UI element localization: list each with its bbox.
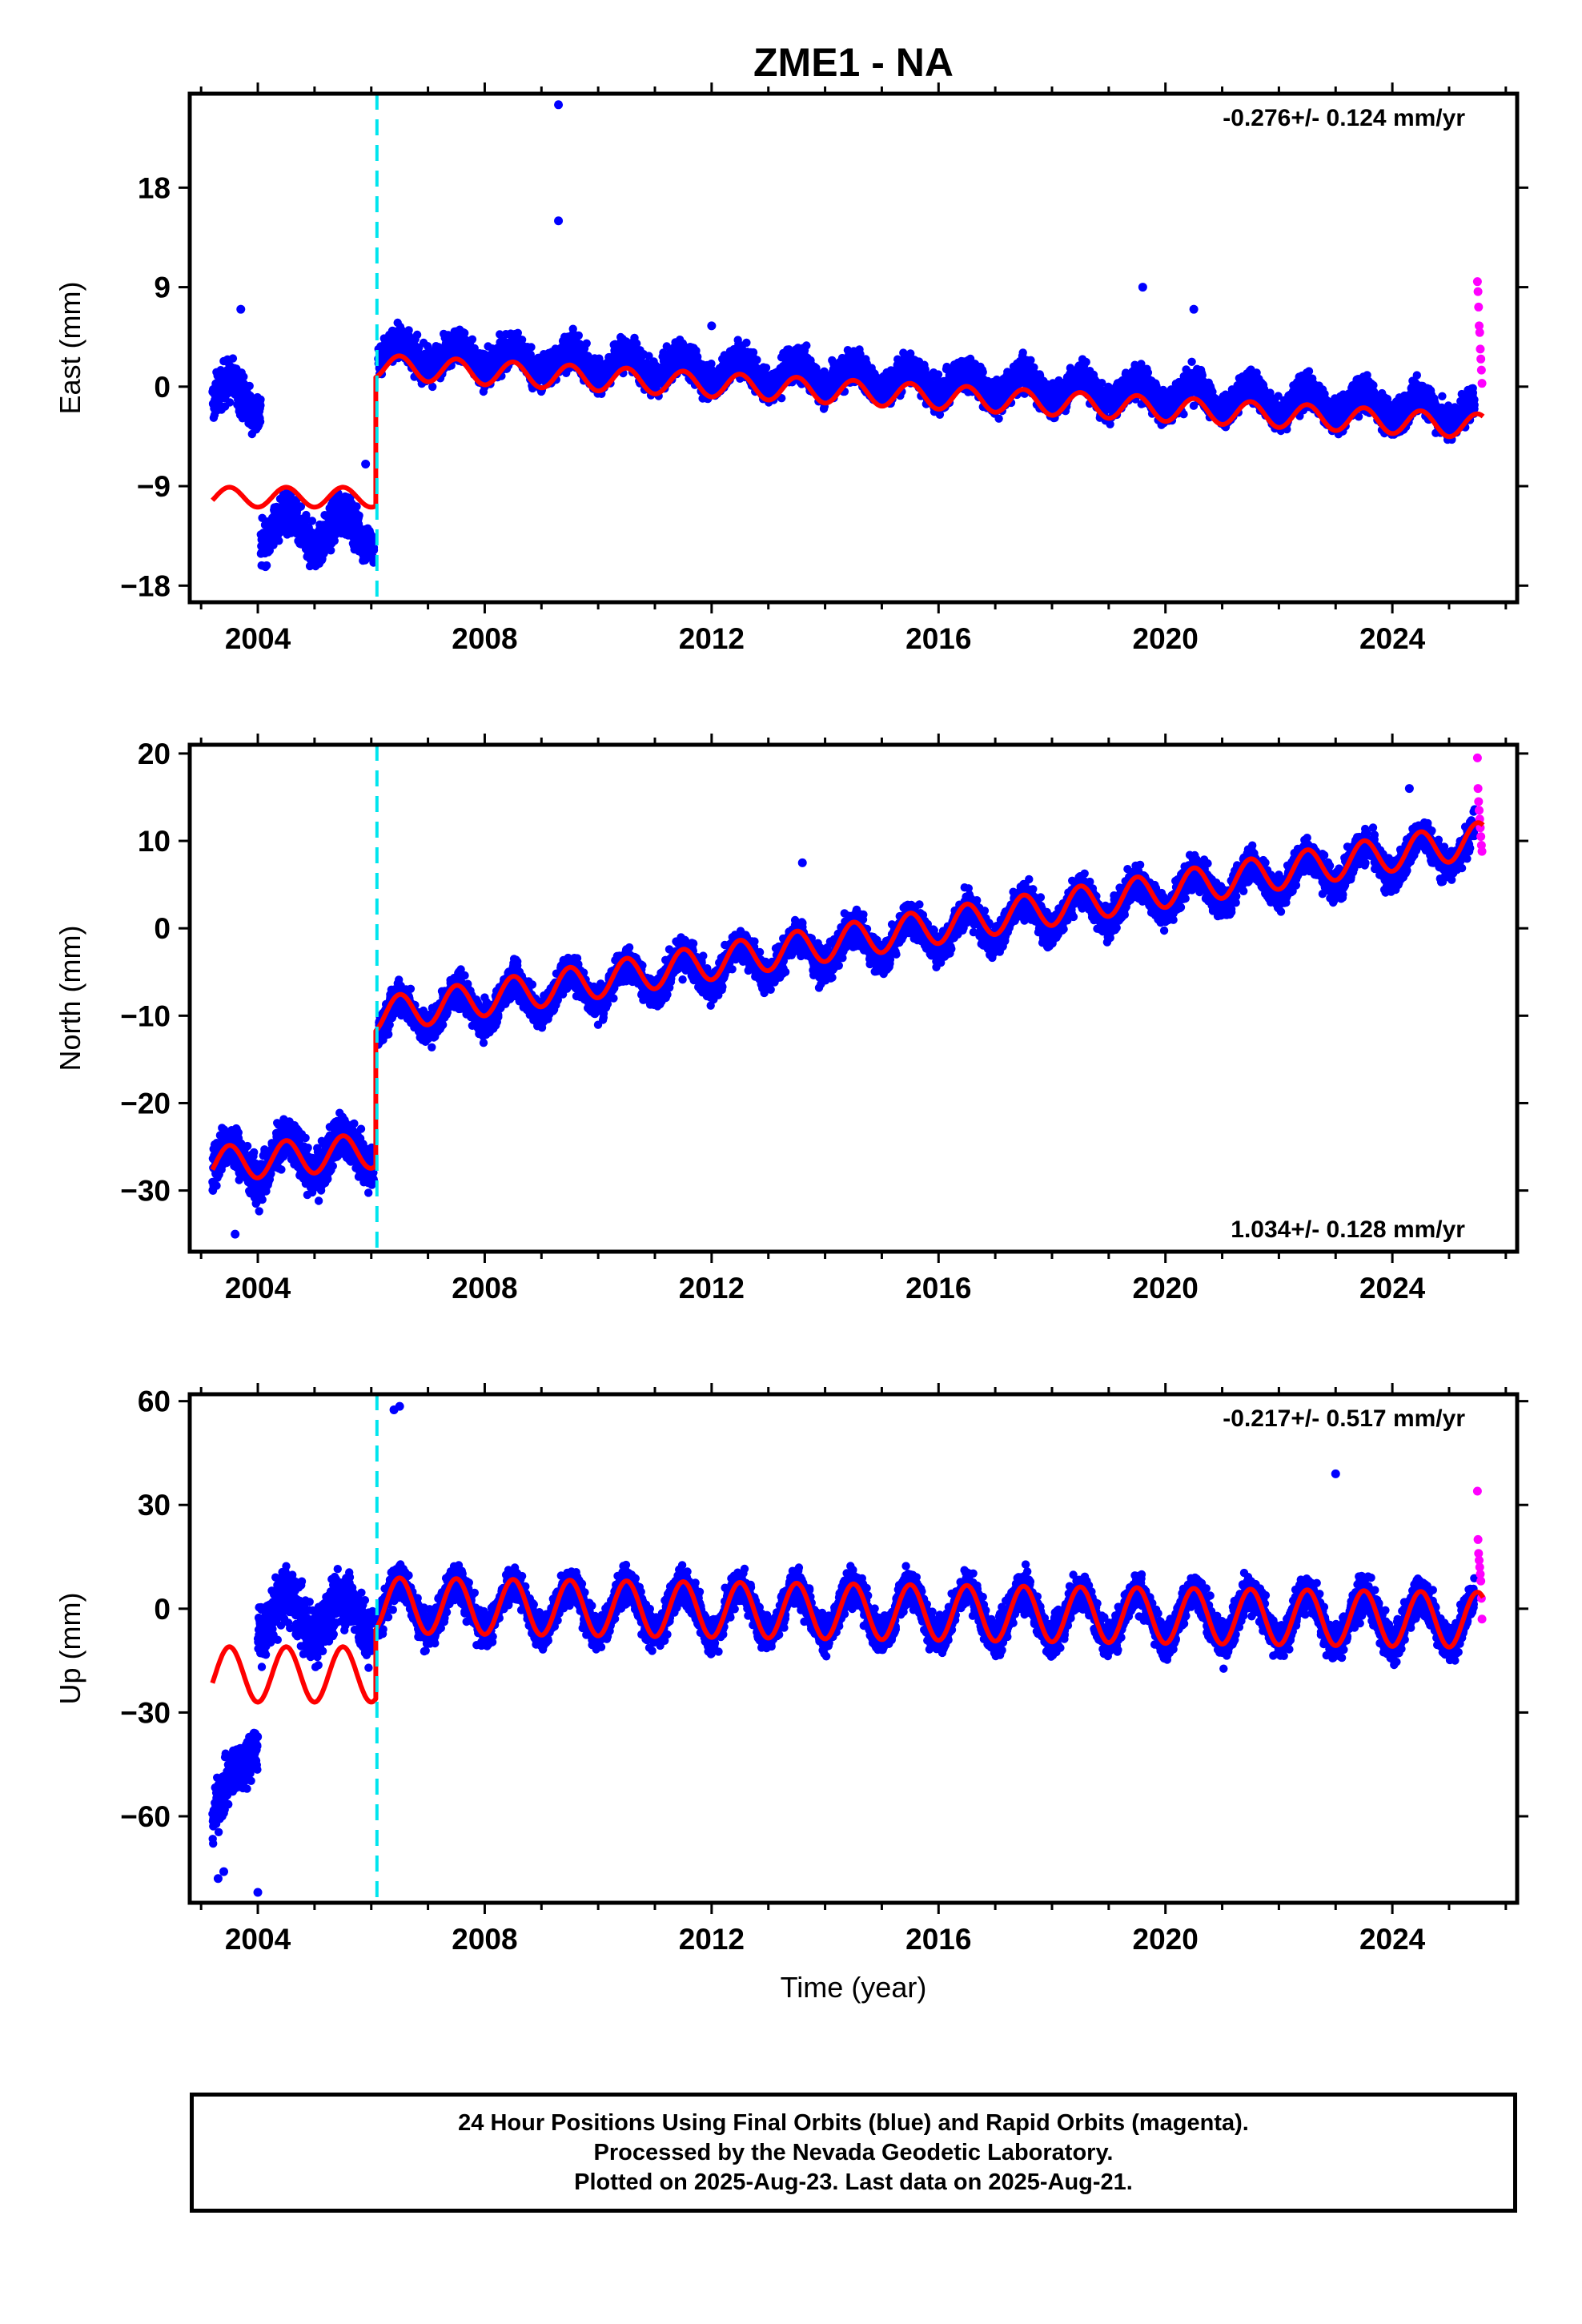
- east-plot-area: [208, 94, 1487, 602]
- data-point: [753, 356, 761, 364]
- data-point: [460, 328, 469, 338]
- data-point: [707, 360, 716, 368]
- data-point: [574, 331, 583, 340]
- east-final-orbit-points: [208, 100, 1479, 572]
- data-point: [296, 502, 306, 511]
- data-point: [245, 381, 254, 391]
- chart-title: ZME1 - NA: [753, 40, 954, 85]
- data-point: [749, 348, 758, 357]
- data-point: [275, 537, 283, 545]
- data-point: [262, 561, 271, 570]
- data-point: [307, 517, 317, 525]
- data-point: [412, 330, 422, 340]
- data-point: [802, 341, 811, 350]
- data-point: [239, 372, 248, 381]
- data-point: [228, 354, 238, 363]
- data-point: [330, 537, 339, 545]
- data-point: [527, 343, 536, 352]
- data-point: [994, 414, 1003, 423]
- data-point: [761, 364, 771, 372]
- data-point: [468, 335, 477, 344]
- data-point: [255, 417, 265, 426]
- data-point: [327, 546, 335, 555]
- data-point: [369, 545, 379, 555]
- data-point: [978, 368, 987, 376]
- data-point: [582, 339, 591, 348]
- data-point: [1026, 356, 1035, 364]
- data-point: [742, 338, 751, 348]
- data-point: [352, 502, 361, 511]
- data-point: [256, 395, 265, 404]
- data-point: [1018, 348, 1027, 357]
- data-point: [225, 398, 235, 407]
- data-point: [256, 400, 265, 410]
- data-point: [355, 511, 363, 520]
